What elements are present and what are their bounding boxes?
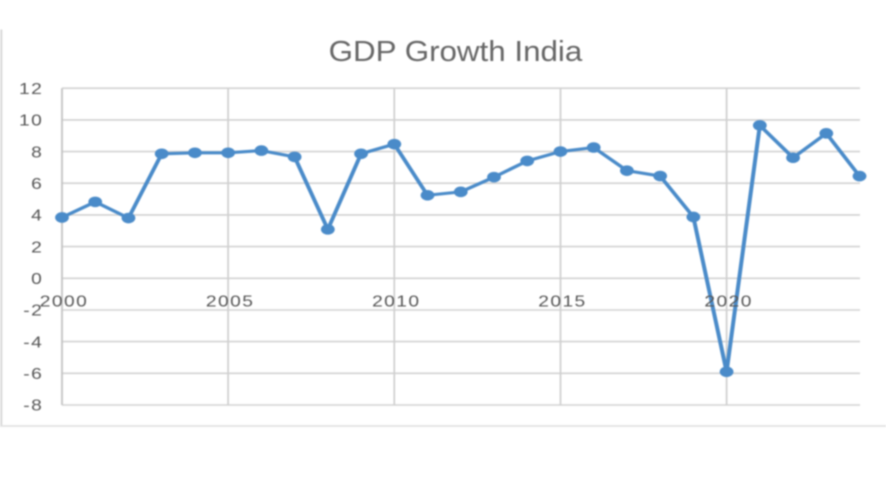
svg-text:-6: -6 xyxy=(23,365,43,383)
svg-text:-2: -2 xyxy=(23,301,43,319)
svg-text:-8: -8 xyxy=(23,396,43,414)
svg-text:2005: 2005 xyxy=(206,292,254,310)
svg-text:2: 2 xyxy=(31,238,43,256)
svg-text:0: 0 xyxy=(31,270,43,288)
svg-text:2000: 2000 xyxy=(40,292,88,310)
svg-text:4: 4 xyxy=(31,206,43,224)
svg-text:-4: -4 xyxy=(23,333,43,351)
svg-text:8: 8 xyxy=(31,143,43,161)
svg-text:2020: 2020 xyxy=(704,292,752,310)
svg-text:2010: 2010 xyxy=(372,292,420,310)
svg-text:GDP Growth India: GDP Growth India xyxy=(329,36,583,67)
svg-text:10: 10 xyxy=(19,111,43,129)
svg-text:12: 12 xyxy=(19,79,43,97)
svg-text:2015: 2015 xyxy=(538,292,586,310)
svg-text:6: 6 xyxy=(31,174,43,192)
